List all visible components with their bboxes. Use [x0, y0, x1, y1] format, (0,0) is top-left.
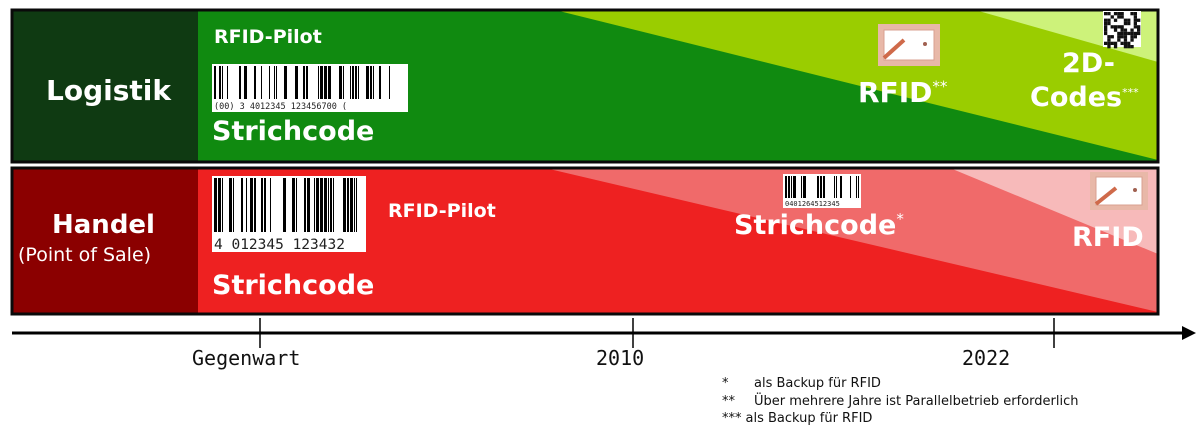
logistik-rfid-pilot-label: RFID-Pilot	[214, 26, 322, 48]
handel-label-bg	[12, 168, 198, 314]
logistik-strichcode-label: Strichcode	[212, 116, 375, 147]
timeline-label-2010: 2010	[596, 346, 645, 370]
logistik-rfid-region	[555, 10, 1158, 160]
timeline-label-2022: 2022	[962, 346, 1011, 370]
logistik-2d-line2: Codes***	[1030, 82, 1139, 113]
logistik-rfid-text: RFID	[858, 76, 933, 109]
logistik-label: Logistik	[46, 74, 171, 107]
footnote-1-text: als Backup für RFID	[754, 376, 881, 391]
handel-small-barcode-icon: 0401264512345	[783, 174, 861, 208]
handel-strichcode-mark: *	[896, 210, 904, 228]
logistik-2d-line1: 2D-	[1062, 48, 1115, 79]
footnote-2-mark: **	[722, 394, 735, 409]
logistik-2d-text: Codes	[1030, 82, 1123, 113]
logistik-rfid-mark: **	[932, 77, 948, 96]
handel-rfid-tag-icon	[1090, 172, 1148, 210]
timeline-label-gegenwart: Gegenwart	[192, 346, 301, 370]
footnote-3: *** als Backup für RFID	[722, 411, 872, 426]
bc-logistik-digits: (00) 3 4012345 123456700 (	[214, 102, 347, 112]
handel-row-border	[10, 166, 1160, 316]
footnote-1-mark: *	[722, 376, 729, 391]
qr-code-icon	[1103, 11, 1141, 49]
footnote-1: * als Backup für RFID	[722, 376, 881, 391]
handel-strichcode-mid-text: Strichcode	[734, 210, 897, 241]
handel-barcode-icon: 4 012345 123432	[212, 176, 366, 253]
timeline-axis	[12, 318, 1196, 348]
logistik-rfid-label: RFID**	[858, 76, 947, 109]
handel-strichcode-mid-region	[545, 168, 1158, 312]
handel-strichcode-label: Strichcode	[212, 270, 375, 301]
handel-sublabel: (Point of Sale)	[18, 244, 152, 266]
logistik-label-bg	[12, 10, 198, 162]
handel-strichcode-mid-label: Strichcode*	[734, 210, 904, 241]
logistik-2d-mark: ***	[1122, 86, 1139, 99]
footnote-2-text: Über mehrere Jahre ist Parallelbetrieb e…	[754, 394, 1079, 409]
handel-label: Handel	[52, 210, 155, 240]
handel-row	[10, 166, 1160, 316]
footnote-2: ** Über mehrere Jahre ist Parallelbetrieb…	[722, 394, 1078, 409]
handel-rfid-pilot-label: RFID-Pilot	[388, 200, 496, 222]
logistik-rfid-tag-icon	[878, 24, 940, 66]
logistik-barcode-icon: (00) 3 4012345 123456700 (	[212, 64, 408, 112]
bc-handel-digits: 4 012345 123432	[214, 237, 345, 253]
footnote-3-mark: ***	[722, 411, 742, 426]
logistik-row-border	[10, 8, 1160, 164]
bc-small-digits: 0401264512345	[785, 200, 840, 208]
handel-rfid-label: RFID	[1072, 222, 1144, 253]
timeline-arrow-icon	[1182, 326, 1196, 340]
footnote-3-text: als Backup für RFID	[745, 411, 873, 426]
logistik-row	[10, 8, 1160, 164]
